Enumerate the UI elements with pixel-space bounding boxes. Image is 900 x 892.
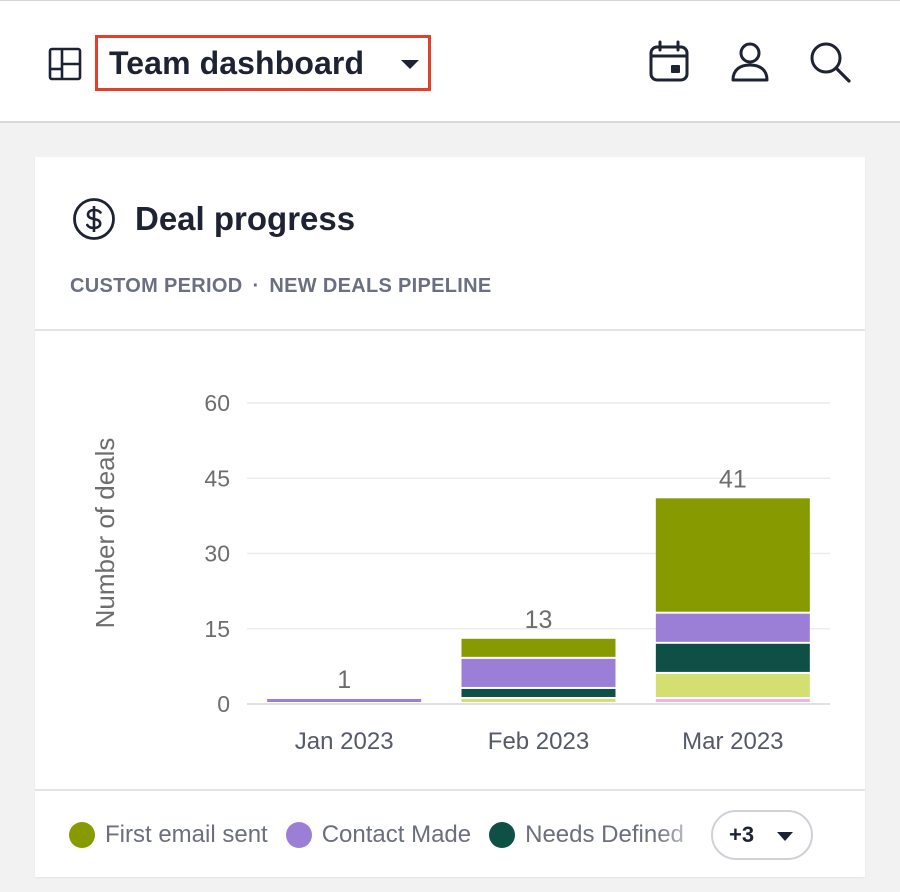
legend-item[interactable]: First email sent bbox=[69, 821, 268, 849]
bar-total-label: 1 bbox=[337, 666, 351, 694]
card-header: Deal progress CUSTOM PERIOD · NEW DEALS PI… bbox=[35, 157, 865, 331]
top-bar: Team dashboard bbox=[0, 0, 900, 123]
bar-segment bbox=[655, 698, 810, 702]
bar-segment bbox=[461, 698, 616, 702]
period-label: CUSTOM PERIOD bbox=[70, 275, 243, 297]
dashboard-name: Team dashboard bbox=[109, 44, 365, 81]
card-subtitle: CUSTOM PERIOD · NEW DEALS PIPELINE bbox=[70, 275, 492, 298]
subtitle-separator: · bbox=[252, 275, 260, 297]
legend-color-dot bbox=[285, 822, 312, 848]
chevron-down-icon bbox=[777, 832, 793, 841]
pipeline-label: NEW DEALS PIPELINE bbox=[269, 275, 492, 297]
y-tick-label: 0 bbox=[217, 691, 230, 717]
legend-color-dot bbox=[69, 822, 95, 848]
y-tick-label: 45 bbox=[204, 465, 230, 491]
deal-progress-card: Deal progress CUSTOM PERIOD · NEW DEALS PI… bbox=[35, 157, 865, 877]
deal-progress-chart: 0 15 30 45 60 Number of deals 1 Jan 2023 13 Feb 2… bbox=[90, 390, 830, 755]
bar-segment bbox=[461, 638, 616, 657]
y-tick-label: 60 bbox=[204, 390, 230, 416]
legend-fade bbox=[655, 817, 711, 857]
legend-more-label: +3 bbox=[729, 822, 755, 847]
legend-color-dot bbox=[489, 822, 516, 848]
calendar-icon[interactable] bbox=[646, 39, 692, 85]
user-icon[interactable] bbox=[727, 39, 773, 85]
x-tick-label: Mar 2023 bbox=[682, 728, 783, 755]
legend-item-label: Contact Made bbox=[321, 821, 472, 848]
bar-segment bbox=[267, 698, 422, 702]
bar-segment bbox=[655, 673, 810, 697]
x-tick-label: Feb 2023 bbox=[488, 728, 589, 755]
layout-icon[interactable] bbox=[48, 47, 82, 81]
bar-total-label: 13 bbox=[525, 606, 553, 634]
card-title: Deal progress bbox=[135, 200, 356, 237]
legend-items: First email sent Contact Made Needs Define… bbox=[69, 821, 709, 855]
legend-item-label: First email sent bbox=[105, 821, 268, 848]
dashboard-selector[interactable]: Team dashboard bbox=[95, 35, 431, 91]
bar-segment bbox=[655, 498, 810, 612]
legend-more-button[interactable]: +3 bbox=[711, 810, 813, 860]
y-axis-label: Number of deals bbox=[90, 438, 120, 629]
bar-segment bbox=[461, 658, 616, 687]
chart-legend: First email sent Contact Made Needs Define… bbox=[35, 789, 865, 877]
search-icon[interactable] bbox=[807, 39, 853, 85]
bar-segment bbox=[655, 613, 810, 642]
y-tick-label: 15 bbox=[204, 616, 230, 642]
dollar-icon bbox=[73, 198, 115, 240]
bar-segment bbox=[655, 643, 810, 672]
bar-total-label: 41 bbox=[719, 465, 747, 493]
y-tick-label: 30 bbox=[204, 541, 230, 567]
chevron-down-icon bbox=[401, 60, 419, 69]
bar-segment bbox=[461, 688, 616, 697]
legend-item[interactable]: Contact Made bbox=[285, 821, 472, 849]
x-tick-label: Jan 2023 bbox=[295, 728, 394, 755]
